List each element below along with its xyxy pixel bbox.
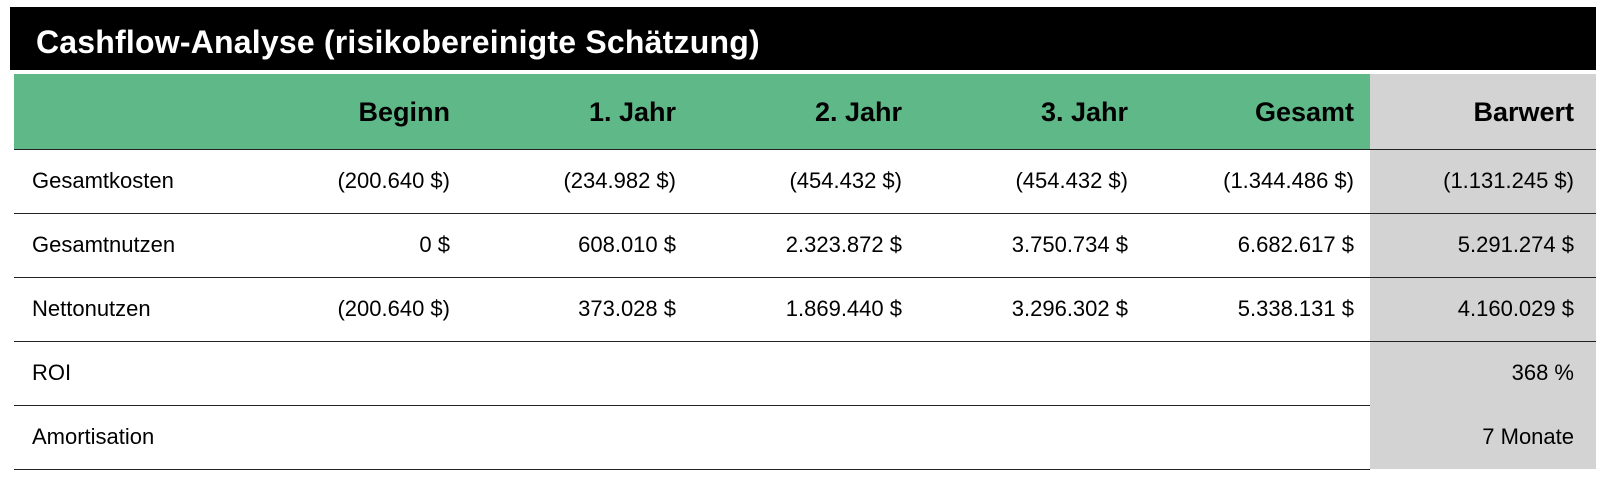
cell-gesamt — [1144, 405, 1370, 470]
table-row-roi: ROI 368 % — [14, 341, 1596, 406]
table-title: Cashflow-Analyse (risikobereinigte Schät… — [10, 7, 1596, 70]
cell-barwert: 368 % — [1370, 341, 1596, 405]
cell-jahr-2 — [692, 341, 918, 406]
cell-jahr-3 — [918, 405, 1144, 470]
row-label: ROI — [14, 341, 240, 406]
cell-gesamt: 5.338.131 $ — [1144, 277, 1370, 342]
cell-beginn: (200.640 $) — [240, 148, 466, 214]
header-cell-barwert: Barwert — [1370, 74, 1596, 149]
cell-barwert: 5.291.274 $ — [1370, 213, 1596, 278]
cell-jahr-1: 373.028 $ — [466, 277, 692, 342]
cell-jahr-1: (234.982 $) — [466, 148, 692, 214]
cell-jahr-3: 3.296.302 $ — [918, 277, 1144, 342]
cell-jahr-1 — [466, 341, 692, 406]
cell-jahr-2: (454.432 $) — [692, 148, 918, 214]
cell-beginn: 0 $ — [240, 213, 466, 278]
cell-jahr-3 — [918, 341, 1144, 406]
cell-jahr-3: (454.432 $) — [918, 148, 1144, 214]
header-cell-jahr-3: 3. Jahr — [918, 74, 1144, 149]
cell-barwert: (1.131.245 $) — [1370, 148, 1596, 214]
cell-jahr-2: 2.323.872 $ — [692, 213, 918, 278]
cell-jahr-3: 3.750.734 $ — [918, 213, 1144, 278]
header-cell-jahr-1: 1. Jahr — [466, 74, 692, 149]
header-cell-beginn: Beginn — [240, 74, 466, 149]
header-row: Beginn 1. Jahr 2. Jahr 3. Jahr Gesamt Ba… — [14, 74, 1596, 149]
table-row-amortisation: Amortisation 7 Monate — [14, 405, 1596, 470]
header-cell-blank — [14, 74, 240, 149]
row-label: Gesamtkosten — [14, 148, 240, 214]
row-label: Amortisation — [14, 405, 240, 470]
cell-jahr-1 — [466, 405, 692, 470]
cell-gesamt — [1144, 341, 1370, 406]
table-row-gesamtnutzen: Gesamtnutzen 0 $ 608.010 $ 2.323.872 $ 3… — [14, 213, 1596, 278]
cell-beginn — [240, 405, 466, 470]
cell-jahr-2 — [692, 405, 918, 470]
cell-gesamt: 6.682.617 $ — [1144, 213, 1370, 278]
row-label: Nettonutzen — [14, 277, 240, 342]
cell-gesamt: (1.344.486 $) — [1144, 148, 1370, 214]
cell-jahr-1: 608.010 $ — [466, 213, 692, 278]
table-row-gesamtkosten: Gesamtkosten (200.640 $) (234.982 $) (45… — [14, 148, 1596, 214]
header-cell-jahr-2: 2. Jahr — [692, 74, 918, 149]
header-cell-gesamt: Gesamt — [1144, 74, 1370, 149]
row-label: Gesamtnutzen — [14, 213, 240, 278]
cell-beginn: (200.640 $) — [240, 277, 466, 342]
table-row-nettonutzen: Nettonutzen (200.640 $) 373.028 $ 1.869.… — [14, 277, 1596, 342]
cell-beginn — [240, 341, 466, 406]
cell-barwert: 7 Monate — [1370, 405, 1596, 469]
cashflow-table: Beginn 1. Jahr 2. Jahr 3. Jahr Gesamt Ba… — [14, 74, 1596, 470]
cell-barwert: 4.160.029 $ — [1370, 277, 1596, 342]
cell-jahr-2: 1.869.440 $ — [692, 277, 918, 342]
